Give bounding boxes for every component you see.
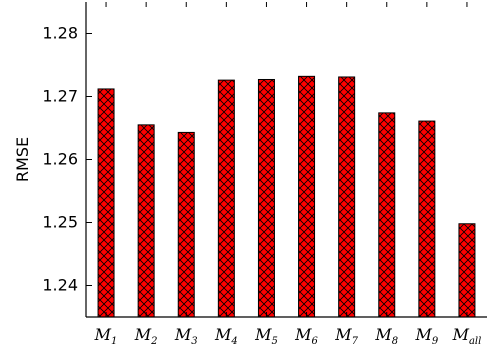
y-tick-label: 1.24 (42, 276, 78, 295)
y-tick-label: 1.28 (42, 24, 78, 43)
y-tick-label: 1.27 (42, 87, 78, 106)
bar-m1 (97, 88, 115, 318)
x-tick-label: M3 (174, 325, 198, 347)
bar-m4 (217, 79, 235, 318)
x-tick-label: M5 (254, 325, 278, 347)
bar-m8 (378, 112, 396, 318)
x-tick-label: M1 (94, 325, 118, 347)
bar-mall (458, 223, 476, 318)
y-tick-label: 1.26 (42, 150, 78, 169)
bar-m5 (257, 78, 275, 318)
y-axis-label: RMSE (13, 137, 32, 182)
bar-m9 (418, 120, 436, 318)
bar-m2 (137, 124, 155, 318)
x-tick-label: M8 (374, 325, 398, 347)
x-tick-label: M9 (414, 325, 438, 347)
bar-m7 (338, 76, 356, 318)
x-tick-label: M4 (214, 325, 238, 347)
bar-m6 (298, 75, 316, 318)
x-tick-label: Mall (452, 325, 482, 347)
x-tick-label: M7 (334, 325, 358, 347)
x-tick-label: M2 (134, 325, 158, 347)
y-tick-label: 1.25 (42, 213, 78, 232)
x-tick-label: M6 (294, 325, 318, 347)
bar-m3 (177, 131, 195, 318)
